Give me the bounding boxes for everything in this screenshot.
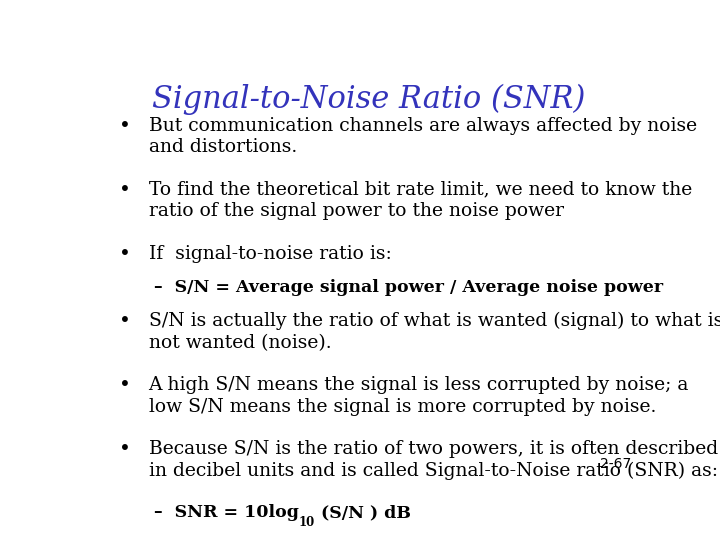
Text: •: • <box>119 117 131 136</box>
Text: •: • <box>119 440 131 459</box>
Text: •: • <box>119 245 131 264</box>
Text: If  signal-to-noise ratio is:: If signal-to-noise ratio is: <box>148 245 392 263</box>
Text: •: • <box>119 312 131 331</box>
Text: Signal-to-Noise Ratio (SNR): Signal-to-Noise Ratio (SNR) <box>153 84 585 114</box>
Text: (S/N ) dB: (S/N ) dB <box>315 504 411 521</box>
Text: Because S/N is the ratio of two powers, it is often described
in decibel units a: Because S/N is the ratio of two powers, … <box>148 440 718 480</box>
Text: S/N is actually the ratio of what is wanted (signal) to what is
not wanted (nois: S/N is actually the ratio of what is wan… <box>148 312 720 352</box>
Text: 10: 10 <box>299 516 315 529</box>
Text: •: • <box>119 376 131 395</box>
Text: •: • <box>119 181 131 200</box>
Text: A high S/N means the signal is less corrupted by noise; a
low S/N means the sign: A high S/N means the signal is less corr… <box>148 376 689 416</box>
Text: To find the theoretical bit rate limit, we need to know the
ratio of the signal : To find the theoretical bit rate limit, … <box>148 181 692 220</box>
Text: 2-67: 2-67 <box>600 457 631 471</box>
Text: But communication channels are always affected by noise
and distortions.: But communication channels are always af… <box>148 117 697 156</box>
Text: –  SNR = 10log: – SNR = 10log <box>154 504 299 521</box>
Text: –  S/N = Average signal power / Average noise power: – S/N = Average signal power / Average n… <box>154 279 663 295</box>
